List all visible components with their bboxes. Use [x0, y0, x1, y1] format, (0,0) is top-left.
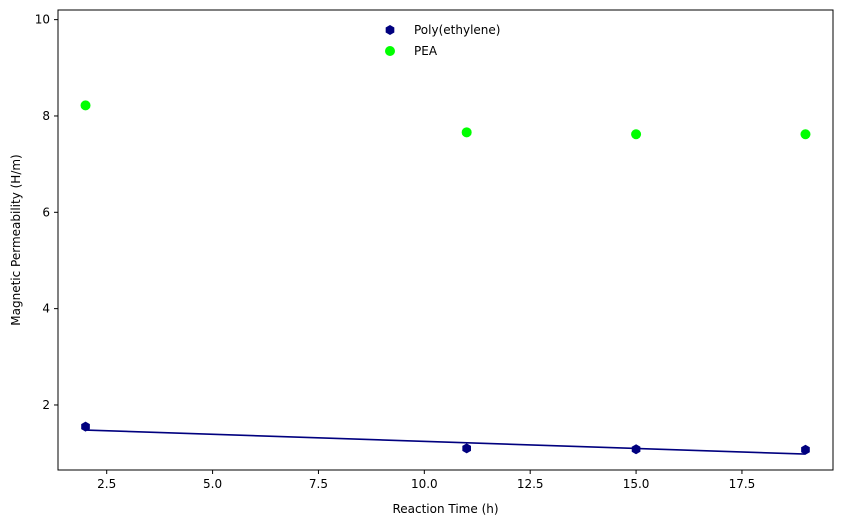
- data-points: [80, 100, 811, 455]
- data-point: [631, 444, 641, 455]
- data-point: [461, 127, 472, 138]
- x-tick-label: 12.5: [517, 477, 544, 491]
- x-tick-label: 15.0: [623, 477, 650, 491]
- y-tick-label: 6: [42, 205, 50, 219]
- x-tick-label: 7.5: [309, 477, 328, 491]
- x-axis-label: Reaction Time (h): [392, 502, 498, 516]
- legend-marker: [385, 46, 395, 56]
- data-point: [800, 129, 811, 140]
- legend-label: PEA: [414, 44, 438, 58]
- plot-area: [57, 9, 834, 471]
- legend-marker: [385, 25, 395, 35]
- y-tick-label: 10: [35, 13, 50, 27]
- data-point: [81, 421, 90, 432]
- data-point: [462, 443, 471, 454]
- data-point: [801, 444, 810, 455]
- x-tick-label: 17.5: [729, 477, 756, 491]
- y-axis-ticks: 2 4 6 8 10: [35, 13, 58, 412]
- y-tick-label: 8: [42, 109, 50, 123]
- x-tick-label: 2.5: [97, 477, 116, 491]
- x-tick-label: 5.0: [203, 477, 222, 491]
- fit-lines: [85, 429, 806, 455]
- data-point: [631, 129, 642, 140]
- data-point: [80, 100, 91, 111]
- x-axis-ticks: 2.5 5.0 7.5 10.0 12.5 15.0 17.5: [97, 470, 755, 491]
- legend-label: Poly(ethylene): [414, 23, 500, 37]
- fit-line: [85, 429, 806, 455]
- y-tick-label: 4: [42, 302, 50, 316]
- x-tick-label: 10.0: [411, 477, 438, 491]
- y-axis-label: Magnetic Permeability (H/m): [9, 154, 23, 325]
- legend: Poly(ethylene) PEA: [385, 23, 500, 58]
- y-tick-label: 2: [42, 398, 50, 412]
